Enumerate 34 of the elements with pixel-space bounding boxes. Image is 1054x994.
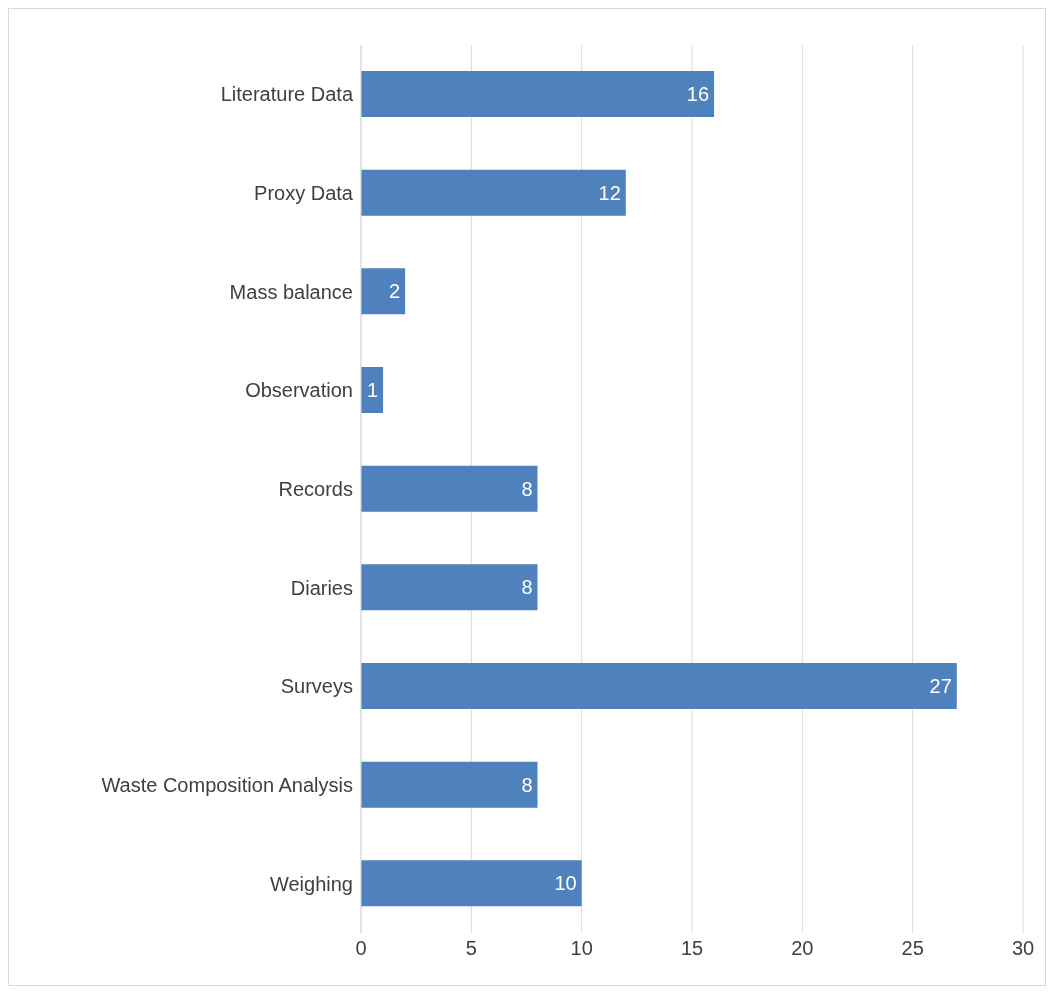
x-tick-label: 15 xyxy=(680,937,704,960)
x-tick-label: 25 xyxy=(901,937,924,960)
data-label: 2 xyxy=(389,280,401,303)
y-tick-label: Mass balance xyxy=(229,280,353,303)
x-tick-label: 5 xyxy=(465,937,477,960)
y-tick-label: Surveys xyxy=(280,675,353,698)
x-tick-label: 20 xyxy=(791,937,814,960)
bar xyxy=(361,367,384,413)
bar xyxy=(361,71,715,117)
data-label: 27 xyxy=(929,675,952,698)
y-tick-label: Waste Composition Analysis xyxy=(101,774,353,797)
x-tick-label: 10 xyxy=(570,937,593,960)
y-tick-label: Observation xyxy=(245,379,353,402)
data-label: 10 xyxy=(554,872,577,895)
x-tick-label: 30 xyxy=(1011,937,1035,960)
data-label: 16 xyxy=(686,83,710,106)
data-label: 12 xyxy=(598,181,621,204)
bar xyxy=(361,761,538,808)
y-tick-label: Proxy Data xyxy=(254,182,354,205)
bar xyxy=(361,564,538,611)
data-label: 8 xyxy=(521,477,533,500)
data-label: 1 xyxy=(366,379,379,402)
bar xyxy=(361,860,582,907)
y-tick-label: Records xyxy=(278,478,353,501)
bar xyxy=(361,465,538,512)
data-label: 8 xyxy=(521,773,533,796)
y-tick-label: Literature Data xyxy=(220,83,354,106)
bar xyxy=(361,663,957,709)
x-tick-label: 0 xyxy=(355,937,367,960)
y-tick-label: Weighing xyxy=(269,872,353,895)
bar xyxy=(361,268,406,315)
y-tick-label: Diaries xyxy=(290,576,353,599)
data-label: 8 xyxy=(521,576,533,599)
bar xyxy=(361,169,626,216)
